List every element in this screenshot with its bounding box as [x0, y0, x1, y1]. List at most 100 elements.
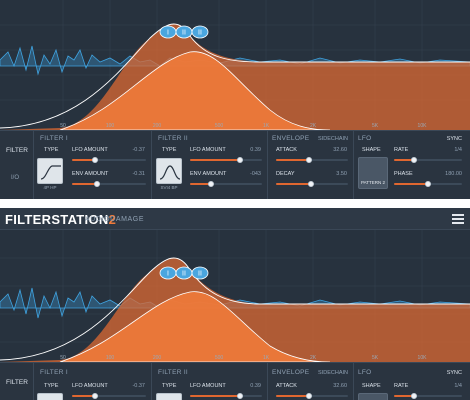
slider-knob[interactable] — [411, 157, 418, 163]
filter2-env-amount-label: ENV AMOUNT — [190, 171, 227, 177]
attack-slider[interactable] — [276, 157, 348, 163]
slider-knob[interactable] — [236, 157, 243, 163]
sync-toggle[interactable]: SYNC — [446, 136, 462, 142]
slider-knob[interactable] — [306, 393, 313, 399]
sync-toggle[interactable]: SYNC — [446, 370, 462, 376]
slider-knob[interactable] — [94, 181, 101, 187]
filter2-title: FILTER II — [158, 369, 189, 376]
lfo-shape-selector[interactable] — [358, 393, 388, 400]
highpass-shape-icon — [40, 165, 61, 180]
filter-display-graph-2[interactable]: I II II 50 100 200 500 1K 2K 5K 10K — [0, 230, 470, 363]
slider-knob[interactable] — [91, 157, 98, 163]
lfo-section-2: LFO SYNC SHAPE RATE 1/4 — [354, 363, 470, 400]
filter2-lfo-amount-value: 0.39 — [250, 147, 261, 153]
attack-label: ATTACK — [276, 383, 297, 389]
lfo-phase-slider[interactable] — [394, 181, 462, 187]
filter1-env-amount-value: -0.31 — [132, 171, 145, 177]
slider-knob[interactable] — [236, 393, 243, 399]
filter2-type-selector[interactable] — [156, 393, 182, 400]
filter-node-1-label: I — [167, 271, 169, 278]
lfo-rate-slider[interactable] — [394, 393, 462, 399]
sidechain-toggle[interactable]: SIDECHAIN — [318, 370, 348, 376]
filter2-type-selector[interactable] — [156, 158, 182, 184]
filter-node-3-label: II — [198, 271, 202, 278]
filter-display-graph[interactable]: I II II 50 100 200 500 1K 2K 5K 10K — [0, 0, 470, 130]
filter1-type-selector[interactable] — [37, 393, 63, 400]
attack-label: ATTACK — [276, 147, 297, 153]
freq-label-50: 50 — [60, 355, 66, 361]
filter1-lfo-amount-label: LFO AMOUNT — [72, 383, 108, 389]
attack-value: 32.60 — [333, 147, 347, 153]
filter1-lfo-amount-value: -0.37 — [132, 383, 145, 389]
filter-section-2: FILTER — [0, 363, 34, 400]
filter-routing-button[interactable]: I/O — [11, 175, 20, 181]
plugin-panel-bottom: FILTERSTATION2 AUDIODAMAGE I — [0, 208, 470, 400]
filter1-lfo-amount-slider[interactable] — [72, 157, 146, 163]
filter-section-title: FILTER — [6, 379, 28, 386]
filter-display-2[interactable]: I II II 50 100 200 500 1K 2K 5K 10K — [0, 230, 470, 363]
filter-display[interactable]: I II II 50 100 200 500 1K 2K 5K 10K — [0, 0, 470, 130]
filter2-lfo-amount-label: LFO AMOUNT — [190, 383, 226, 389]
filter2-section-2: FILTER II TYPE LFO AMOUNT 0.39 — [152, 363, 268, 400]
filter2-lfo-amount-label: LFO AMOUNT — [190, 147, 226, 153]
freq-label-10k: 10K — [418, 355, 428, 361]
envelope-title: ENVELOPE — [272, 135, 310, 142]
filter-node-3-label: II — [198, 30, 202, 37]
sidechain-toggle[interactable]: SIDECHAIN — [318, 136, 348, 142]
filter-section-title: FILTER — [6, 147, 28, 154]
plugin-panel-top: I II II 50 100 200 500 1K 2K 5K 10K FILT… — [0, 0, 470, 199]
freq-label-2k: 2K — [310, 355, 317, 361]
slider-knob[interactable] — [91, 393, 98, 399]
filter2-type-value: SVI4 BP — [160, 185, 178, 190]
slider-knob[interactable] — [425, 181, 431, 187]
slider-knob[interactable] — [307, 181, 314, 187]
attack-slider[interactable] — [276, 393, 348, 399]
lfo-rate-label: RATE — [394, 147, 409, 153]
freq-label-500: 500 — [215, 123, 224, 129]
filter2-lfo-amount-slider[interactable] — [190, 157, 262, 163]
envelope-section-2: ENVELOPE SIDECHAIN ATTACK 32.60 — [268, 363, 354, 400]
hamburger-menu-icon[interactable] — [452, 212, 464, 224]
filter1-type-label: TYPE — [44, 147, 59, 153]
filter1-title: FILTER I — [40, 369, 68, 376]
freq-label-1k: 1K — [263, 123, 270, 129]
lfo-section: LFO SYNC SHAPE PATTERN 2 RATE 1/4 PHASE … — [354, 131, 470, 199]
filter2-type-label: TYPE — [162, 383, 177, 389]
filter-node-3 — [191, 266, 209, 280]
filter1-lfo-amount-label: LFO AMOUNT — [72, 147, 108, 153]
filter1-env-amount-slider[interactable] — [72, 181, 146, 187]
lfo-rate-value: 1/4 — [454, 147, 462, 153]
envelope-title: ENVELOPE — [272, 369, 310, 376]
decay-label: DECAY — [276, 171, 295, 177]
slider-knob[interactable] — [306, 157, 313, 163]
lfo-phase-value: 180.00 — [445, 171, 462, 177]
lfo-title: LFO — [358, 135, 372, 142]
filter2-env-amount-slider[interactable] — [190, 181, 262, 187]
filter-node-2-label: II — [182, 271, 186, 278]
filter2-lfo-amount-slider[interactable] — [190, 393, 262, 399]
filter-node-2-label: II — [182, 30, 186, 37]
lfo-rate-label: RATE — [394, 383, 409, 389]
lfo-shape-label: SHAPE — [362, 383, 381, 389]
filter-node-3 — [191, 25, 209, 39]
app-title: FILTERSTATION2 — [5, 212, 116, 227]
slider-knob[interactable] — [411, 393, 418, 399]
freq-label-1k: 1K — [263, 355, 270, 361]
filter1-lfo-amount-slider[interactable] — [72, 393, 146, 399]
filter-node-handles[interactable]: I II II — [159, 25, 209, 39]
slider-knob[interactable] — [207, 181, 214, 187]
filter1-type-selector[interactable] — [37, 158, 63, 184]
filter-curve-2 — [59, 51, 331, 130]
decay-slider[interactable] — [276, 181, 348, 187]
lfo-shape-label: SHAPE — [362, 147, 381, 153]
lfo-rate-slider[interactable] — [394, 157, 462, 163]
freq-label-2k: 2K — [310, 123, 317, 129]
controls-strip-2: FILTER FILTER I TYPE LFO AMOUNT -0.37 FI… — [0, 362, 470, 400]
freq-label-200: 200 — [153, 355, 162, 361]
controls-strip: FILTER I/O FILTER I TYPE 4P HP LFO AMOUN… — [0, 130, 470, 199]
lfo-shape-value: PATTERN 2 — [360, 180, 386, 185]
freq-label-10k: 10K — [418, 123, 428, 129]
lfo-shape-selector[interactable]: PATTERN 2 — [358, 157, 388, 189]
lfo-phase-label: PHASE — [394, 171, 413, 177]
filter-node-handles-2[interactable]: I II II — [159, 266, 209, 280]
